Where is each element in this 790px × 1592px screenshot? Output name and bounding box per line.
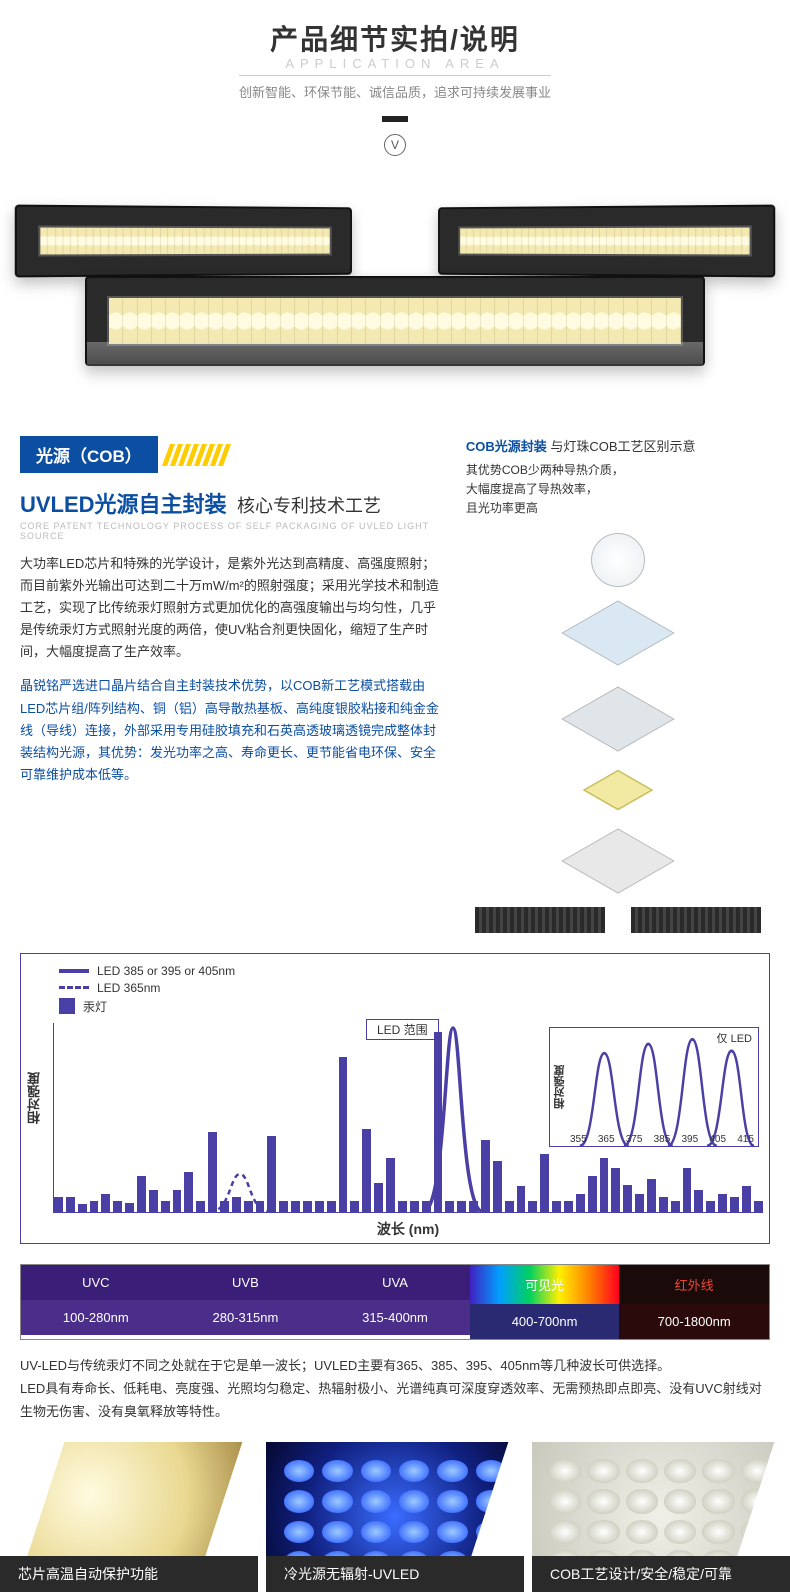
layer-chip-icon [583,769,654,810]
inset-title: 仅 LED [717,1030,752,1046]
chart-legend: LED 385 or 395 or 405nm LED 365nm 汞灯 [59,964,763,1015]
right-title-blue: COB光源封装 [466,439,547,454]
card-2-caption: 冷光源无辐射-UVLED [266,1556,524,1592]
heatsink-icon [475,907,605,933]
led365-curve [210,1172,270,1212]
spectrum-vis-range: 400-700nm [470,1304,620,1339]
paragraph-2: 晶锐铭严选进口晶片结合自主封装技术优势，以COB新工艺模式搭载由LED芯片组/阵… [20,675,446,785]
inset-chart: 相对强度 仅 LED 355365375385395405415 [549,1027,759,1147]
page-title-en: APPLICATION AREA [0,56,790,71]
headline-blue: UVLED光源自主封装 [20,492,227,517]
exploded-diagram [466,533,770,933]
page-subtitle: 创新智能、环保节能、诚信品质，追求可持续发展事业 [239,75,551,101]
product-illustration [0,176,790,416]
divider-mark [382,116,408,122]
v-badge-icon: V [384,134,406,156]
card-3: COB工艺设计/安全/稳定/可靠 [532,1442,790,1592]
spectrum-chart: 相对强度 LED 385 or 395 or 405nm LED 365nm 汞… [20,953,770,1244]
spectrum-vis-name: 可见光 [470,1265,620,1304]
led-peak-curve [423,1023,483,1212]
right-title-rest: 与灯珠COB工艺区别示意 [550,439,695,454]
card-1: 芯片高温自动保护功能 [0,1442,258,1592]
left-column: 光源（COB） UVLED光源自主封装 核心专利技术工艺 CORE PATENT… [20,436,446,933]
spectrum-ir-name: 红外线 [619,1265,769,1304]
heatsink-icon [631,907,761,933]
legend-bar: 汞灯 [83,998,107,1015]
headline-sub: 核心专利技术工艺 [237,496,381,516]
right-desc: 其优势COB少两种导热介质， 大幅度提高了导热效率， 且光功率更高 [466,461,770,519]
spectrum-uvc-name: UVC [21,1265,171,1300]
legend-line: LED 385 or 395 or 405nm [97,964,235,978]
section-tag: 光源（COB） [20,436,158,473]
spectrum-uvb-name: UVB [171,1265,321,1300]
stripe-decoration [166,444,227,466]
inset-y-label: 相对强度 [552,1065,568,1109]
feature-cards: 芯片高温自动保护功能 冷光源无辐射-UVLED COB工艺设计/安全/稳定/可靠 [0,1442,790,1592]
chart-x-label: 波长 (nm) [53,1213,763,1241]
spectrum-uvb-range: 280-315nm [171,1300,321,1335]
layer-frame-icon [561,686,674,751]
card-1-caption: 芯片高温自动保护功能 [0,1556,258,1592]
page-header: 产品细节实拍/说明 APPLICATION AREA 创新智能、环保节能、诚信品… [0,0,790,156]
layer-board-icon [561,828,674,893]
layer-lens-icon [591,533,645,587]
card-2: 冷光源无辐射-UVLED [266,1442,524,1592]
legend-dash: LED 365nm [97,981,160,995]
description-text: UV-LED与传统汞灯不同之处就在于它是单一波长；UVLED主要有365、385… [20,1354,770,1424]
spectrum-ir-range: 700-1800nm [619,1304,769,1339]
card-3-caption: COB工艺设计/安全/稳定/可靠 [532,1556,790,1592]
page-title: 产品细节实拍/说明 [0,18,790,58]
chart-y-label: 相对强度 [25,1072,44,1124]
right-column: COB光源封装 与灯珠COB工艺区别示意 其优势COB少两种导热介质， 大幅度提… [466,436,770,933]
paragraph-1: 大功率LED芯片和特殊的光学设计，是紫外光达到高精度、高强度照射；而目前紫外光输… [20,553,446,663]
layer-glass-icon [561,600,674,665]
headline-en: CORE PATENT TECHNOLOGY PROCESS OF SELF P… [20,521,446,541]
spectrum-uvc-range: 100-280nm [21,1300,171,1335]
spectrum-uva-name: UVA [320,1265,470,1300]
spectrum-table: UVC100-280nmUVB280-315nmUVA315-400nm可见光4… [20,1264,770,1340]
spectrum-uva-range: 315-400nm [320,1300,470,1335]
